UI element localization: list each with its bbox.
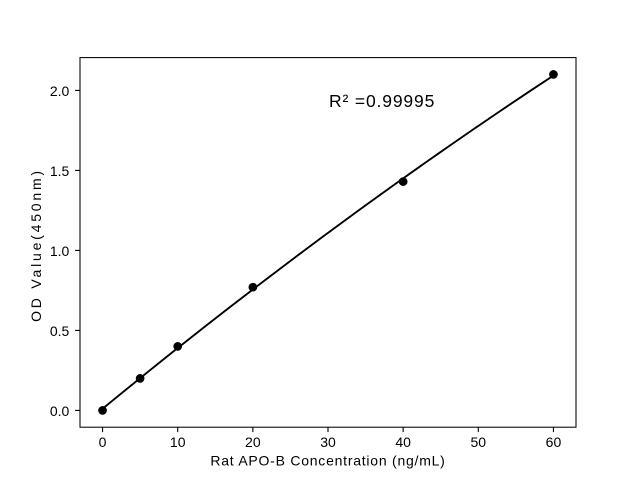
- svg-text:50: 50: [471, 434, 487, 450]
- svg-text:2.0: 2.0: [50, 83, 70, 99]
- svg-text:0.5: 0.5: [50, 323, 70, 339]
- svg-text:20: 20: [245, 434, 261, 450]
- svg-text:OD Value(450nm): OD Value(450nm): [28, 168, 44, 322]
- svg-text:1.5: 1.5: [50, 163, 70, 179]
- svg-text:Rat APO-B Concentration (ng/mL: Rat APO-B Concentration (ng/mL): [210, 453, 445, 469]
- svg-text:10: 10: [170, 434, 186, 450]
- svg-text:0.0: 0.0: [50, 403, 70, 419]
- svg-text:60: 60: [546, 434, 562, 450]
- svg-text:40: 40: [395, 434, 411, 450]
- svg-text:1.0: 1.0: [50, 243, 70, 259]
- svg-text:30: 30: [320, 434, 336, 450]
- svg-text:0: 0: [99, 434, 107, 450]
- svg-text:R² =0.99995: R² =0.99995: [329, 91, 435, 111]
